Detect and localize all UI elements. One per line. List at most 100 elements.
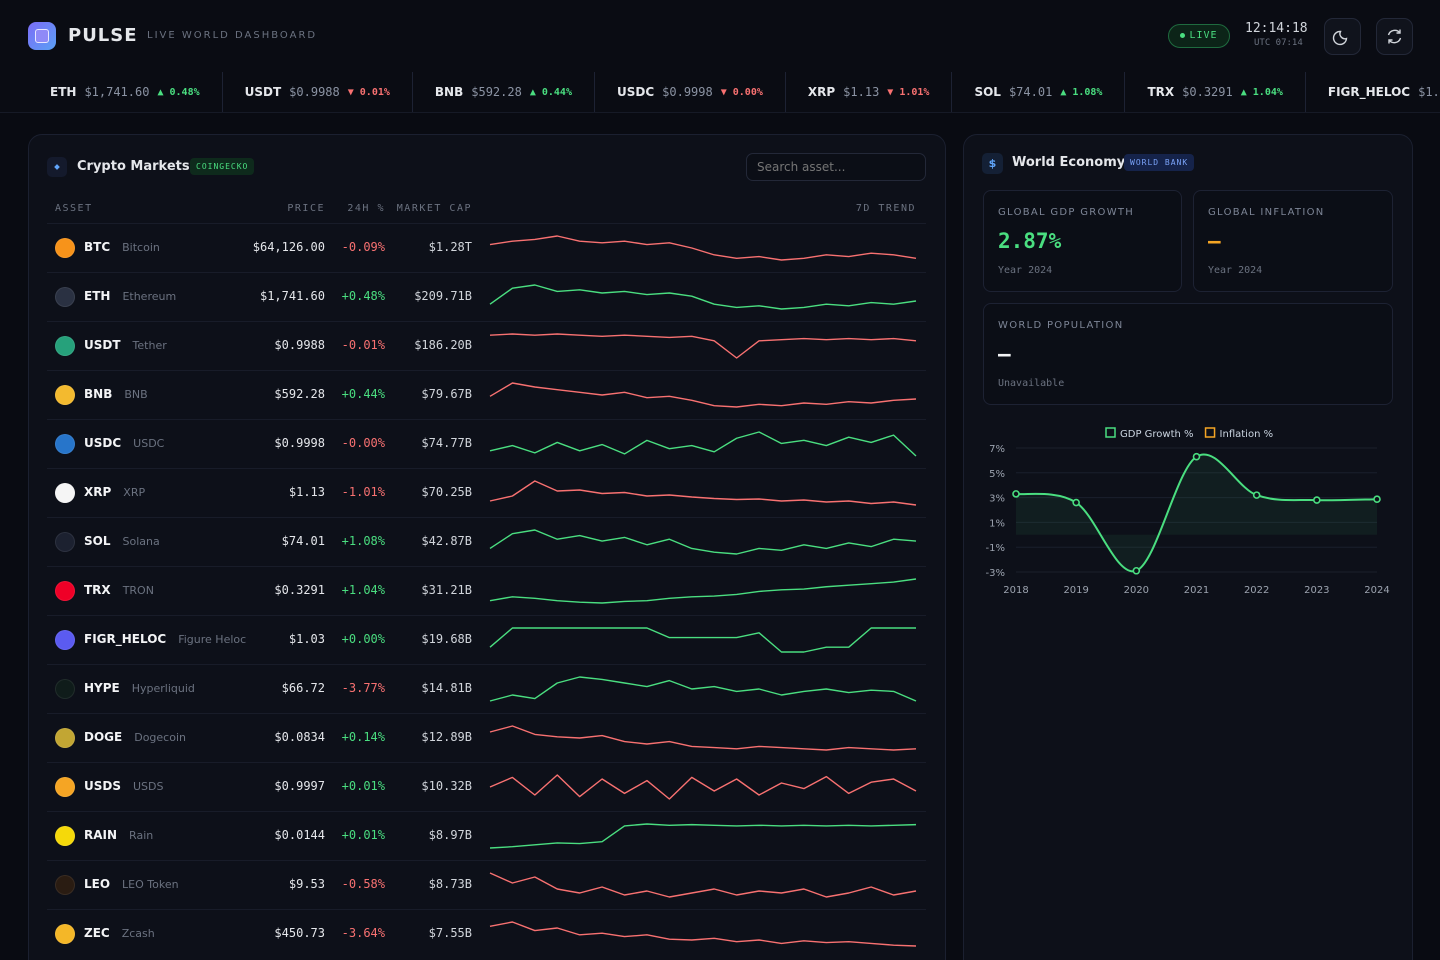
asset-price: $0.3291 — [274, 583, 325, 597]
asset-name: Solana — [122, 535, 160, 548]
asset-price: $1.13 — [288, 485, 325, 499]
theme-button[interactable] — [1324, 18, 1361, 55]
ticker-item: USDT $0.9988 ▼ 0.01% — [223, 72, 413, 112]
y-tick-label: 5% — [989, 469, 1005, 480]
asset-cell: BTC Bitcoin — [84, 240, 160, 254]
asset-change: -3.77% — [341, 681, 385, 695]
crypto-badge: COINGECKO — [190, 158, 255, 175]
asset-cell: ZEC Zcash — [84, 926, 155, 940]
asset-name: Rain — [129, 829, 154, 842]
asset-icon — [55, 679, 75, 699]
sparkline-line — [489, 578, 917, 604]
x-tick-label: 2023 — [1304, 585, 1329, 596]
asset-symbol: SOL — [84, 534, 111, 548]
stat-label: WORLD POPULATION — [998, 320, 1124, 331]
legend-label: GDP Growth % — [1120, 429, 1194, 440]
stat-value: — — [998, 342, 1011, 366]
ticker-item: TRX $0.3291 ▲ 1.04% — [1125, 72, 1306, 112]
asset-icon — [55, 385, 75, 405]
asset-icon — [55, 826, 75, 846]
x-tick-label: 2024 — [1364, 585, 1389, 596]
ticker-item: FIGR_HELOC $1.03 — [1306, 72, 1440, 112]
asset-icon — [55, 336, 75, 356]
ticker-symbol: XRP — [807, 85, 836, 99]
stat-label: GLOBAL INFLATION — [1208, 207, 1325, 218]
asset-symbol: BNB — [84, 387, 113, 401]
asset-icon — [55, 777, 75, 797]
ticker-symbol: BNB — [434, 85, 464, 99]
sparkline-line — [489, 676, 917, 702]
x-tick-label: 2018 — [1003, 585, 1028, 596]
ticker-change: ▼ 1.01% — [887, 86, 930, 98]
data-point — [1313, 496, 1321, 504]
asset-name: XRP — [123, 486, 146, 499]
asset-cell: DOGE Dogecoin — [84, 730, 186, 744]
refresh-button[interactable] — [1376, 18, 1413, 55]
sparkline-line — [489, 774, 917, 800]
sparkline — [489, 284, 917, 310]
column-header: ASSET — [55, 203, 93, 214]
asset-cap: $31.21B — [421, 583, 472, 597]
asset-name: Figure Heloc — [178, 633, 247, 646]
asset-cap: $8.97B — [428, 828, 472, 842]
asset-cell: SOL Solana — [84, 534, 160, 548]
row-divider — [47, 615, 926, 616]
asset-change: +0.44% — [341, 387, 385, 401]
ticker-price: $1,741.60 — [84, 85, 150, 99]
sparkline — [489, 431, 917, 457]
asset-name: Hyperliquid — [131, 682, 195, 695]
search-input[interactable] — [746, 153, 926, 181]
asset-price: $1,741.60 — [259, 289, 325, 303]
row-divider — [47, 223, 926, 224]
asset-cap: $8.73B — [428, 877, 472, 891]
ticker-symbol: ETH — [50, 85, 77, 99]
sparkline — [489, 823, 917, 849]
row-divider — [47, 272, 926, 273]
x-tick-label: 2020 — [1124, 585, 1149, 596]
asset-cell: XRP XRP — [84, 485, 145, 499]
sparkline — [489, 676, 917, 702]
asset-price: $0.0144 — [274, 828, 325, 842]
column-header: PRICE — [287, 203, 325, 214]
asset-symbol: USDC — [84, 436, 122, 450]
asset-cap: $186.20B — [414, 338, 472, 352]
stat-note: Unavailable — [998, 378, 1065, 389]
data-point — [1192, 452, 1201, 461]
economy-chart: 7% 5% 3% 1% -1% -3% 2018 2019 2020 2021 2022 2023 20… — [986, 427, 1390, 596]
live-pill: LIVE — [1168, 24, 1230, 48]
ticker-symbol: SOL — [974, 85, 1001, 99]
economy-title: World Economy — [1012, 155, 1126, 170]
ticker-change: ▼ 0.01% — [347, 86, 390, 98]
sparkline — [489, 578, 917, 604]
logo — [28, 22, 56, 50]
subtitle: LIVE WORLD DASHBOARD — [147, 30, 318, 41]
moon-icon — [1332, 30, 1348, 46]
asset-change: -0.58% — [341, 877, 385, 891]
sparkline-line — [489, 921, 917, 947]
asset-name: LEO Token — [122, 878, 179, 891]
sparkline — [489, 627, 916, 653]
stat-value: 2.87% — [998, 229, 1062, 253]
ticker-item: XRP $1.13 ▼ 1.01% — [786, 72, 953, 112]
data-point — [1072, 498, 1080, 507]
asset-name: Dogecoin — [134, 731, 186, 744]
y-tick-label: -1% — [986, 543, 1005, 554]
asset-cap: $209.71B — [414, 289, 472, 303]
y-tick-label: 3% — [989, 494, 1005, 505]
asset-change: -3.64% — [341, 926, 385, 940]
data-point — [1012, 490, 1020, 498]
sparkline-line — [489, 872, 917, 898]
asset-name: Ethereum — [122, 290, 177, 303]
legend-swatch — [1105, 427, 1116, 438]
asset-cell: ETH Ethereum — [84, 289, 176, 303]
row-divider — [47, 517, 926, 518]
sparkline — [489, 921, 917, 947]
sparkline-line — [489, 333, 917, 359]
utc-clock: UTC 07:14 — [1254, 38, 1303, 48]
sparkline-line — [489, 235, 917, 261]
asset-change: +1.04% — [341, 583, 385, 597]
column-header: 24H % — [347, 203, 385, 214]
sparkline-line — [489, 725, 917, 751]
crypto-icon — [47, 157, 67, 177]
asset-icon — [55, 532, 75, 552]
